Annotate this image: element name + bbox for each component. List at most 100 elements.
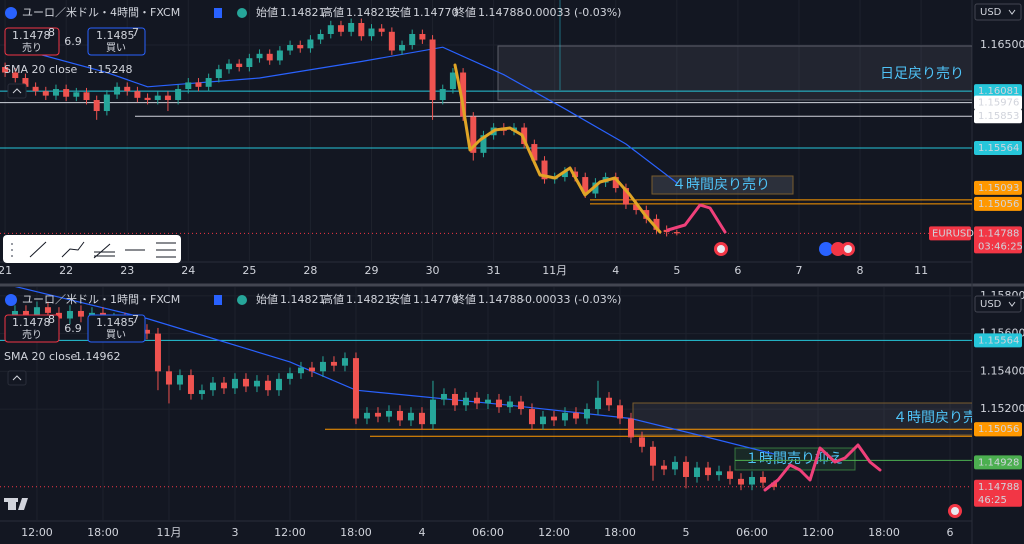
price-label <box>974 226 1022 254</box>
buy-pip: 7 <box>132 26 139 39</box>
x-tick-label: 18:00 <box>604 526 636 539</box>
candle-body <box>287 45 294 51</box>
candle-body <box>352 358 359 419</box>
candle-body <box>627 418 634 438</box>
x-tick-label: 4 <box>418 526 425 539</box>
buy-button[interactable] <box>87 27 146 56</box>
candle-body <box>439 89 446 101</box>
candle-body <box>462 397 469 406</box>
candle-body <box>759 476 766 483</box>
candle-body <box>409 34 416 46</box>
candle-body <box>44 307 51 313</box>
buy-price: 1.1485 <box>96 316 135 329</box>
price-label-text: 1.14788 <box>978 228 1019 239</box>
toolbar <box>3 235 181 263</box>
price-label-text: 1.15976 <box>978 98 1019 109</box>
price-label-text: 1.15093 <box>978 183 1019 194</box>
candle-body <box>561 171 568 178</box>
event-icon <box>951 507 959 515</box>
event-icon <box>819 242 833 256</box>
candle-body <box>256 53 263 59</box>
path-tool[interactable] <box>61 241 85 258</box>
market-status <box>237 8 247 18</box>
candle-body <box>205 78 212 87</box>
candle-body <box>2 67 9 73</box>
buy-button[interactable] <box>87 314 146 343</box>
x-tick-label: 29 <box>364 264 378 277</box>
zone-label: ４時間戻り売り <box>672 177 770 193</box>
candle-body <box>622 188 629 205</box>
overlay: 1.16500 21 22 23 24 25 28 29 30 31 11月 4 5 6 7 8 11 1.160… <box>0 3 1024 539</box>
x-tick-label: 18:00 <box>340 526 372 539</box>
sell-pip: 8 <box>48 26 55 39</box>
candle-body <box>612 177 619 189</box>
candle-body <box>42 91 49 96</box>
candle-body <box>286 373 293 379</box>
hand-line <box>763 443 882 492</box>
ohlc-value: 1.14770 <box>413 6 459 19</box>
candle-body <box>52 89 59 96</box>
sell-button[interactable] <box>4 27 60 56</box>
ohlc-name: 終値 <box>454 5 476 19</box>
candle-body <box>418 412 425 425</box>
candle-body <box>337 25 344 32</box>
candle-body <box>460 72 467 117</box>
price-label <box>974 84 1022 99</box>
y-tick-label: 1.15200 <box>980 402 1024 415</box>
flag <box>214 295 222 305</box>
collapse-button[interactable] <box>7 370 27 386</box>
currency: USD <box>980 299 1002 310</box>
candle-body <box>506 401 513 408</box>
ohlc-name: 安値 <box>389 292 411 306</box>
ohlc-value: 1.14821 <box>346 293 392 306</box>
candle-body <box>11 310 18 315</box>
currency-button[interactable] <box>974 295 1022 313</box>
tv-logo <box>4 498 28 510</box>
x-tick-label: 18:00 <box>868 526 900 539</box>
change: -0.00033 (-0.03%) <box>521 6 621 19</box>
price-label-text: 1.14788 <box>978 482 1019 493</box>
logo <box>8 498 16 510</box>
candle-body <box>164 95 171 101</box>
candle-body <box>220 382 227 389</box>
spread: 6.9 <box>64 35 82 48</box>
currency-button[interactable] <box>974 3 1022 21</box>
sell-price: 1.1478 <box>12 29 51 42</box>
candle-body <box>583 409 590 419</box>
candle-body <box>165 371 172 385</box>
candle-body <box>32 86 39 92</box>
event-icons <box>714 242 962 518</box>
candle-body <box>449 72 456 90</box>
candle-body <box>226 63 233 70</box>
handle <box>11 249 13 251</box>
candle-body <box>470 116 477 153</box>
handle <box>11 243 13 245</box>
candle-body <box>327 25 334 35</box>
trend-line-tool[interactable] <box>29 241 47 258</box>
candle-body <box>22 310 29 315</box>
candle-body <box>124 86 131 92</box>
x-tick-label: 5 <box>682 526 689 539</box>
candle-body <box>55 312 62 319</box>
candle-body <box>63 89 70 97</box>
buy-pip: 7 <box>132 313 139 326</box>
sell-button[interactable] <box>4 314 60 343</box>
candle-body <box>592 182 599 194</box>
candle-body <box>616 405 623 419</box>
candle-body <box>317 34 324 40</box>
price-label-text: 1.15056 <box>978 424 1019 435</box>
zone-label: ４時間戻り売り <box>893 410 991 426</box>
buy-label: 買い <box>106 329 126 341</box>
candle-body <box>154 333 161 372</box>
countdown: 46:25 <box>978 495 1007 506</box>
candle-body <box>242 378 249 387</box>
candle-body <box>385 410 392 417</box>
candle-body <box>144 97 151 101</box>
candle-body <box>660 465 667 470</box>
candle-body <box>451 393 458 406</box>
candle-body <box>638 437 645 447</box>
x-tick-label: 6 <box>734 264 741 277</box>
collapse-button[interactable] <box>7 83 27 99</box>
sell-label: 売り <box>22 41 42 54</box>
